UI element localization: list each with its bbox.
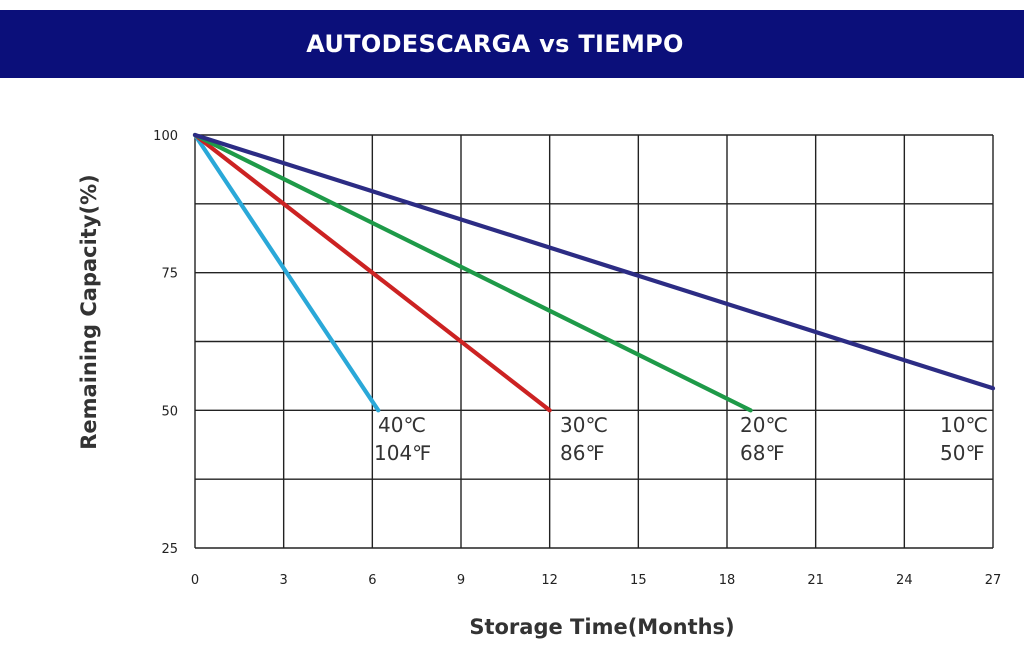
axis-layer: 100 75 50 25 0 3 6 9 12 15 18 21 24 27 Storage Time(Mo… bbox=[77, 129, 1001, 639]
series-label-celsius: 20℃ bbox=[740, 413, 788, 437]
x-tick-label: 0 bbox=[191, 573, 199, 588]
series-line-0 bbox=[192, 132, 381, 413]
series-line-1 bbox=[192, 132, 552, 413]
series-label-fahrenheit: 68℉ bbox=[740, 441, 784, 465]
title-bar: AUTODESCARGA vs TIEMPO bbox=[0, 10, 1024, 78]
x-tick-label: 6 bbox=[368, 573, 376, 588]
x-tick-label: 3 bbox=[280, 573, 288, 588]
x-tick-label: 21 bbox=[807, 573, 824, 588]
x-tick-label: 9 bbox=[457, 573, 465, 588]
series-label-fahrenheit: 104℉ bbox=[374, 441, 431, 465]
series-label-fahrenheit: 50℉ bbox=[940, 441, 984, 465]
series-label-celsius: 40℃ bbox=[378, 413, 426, 437]
x-tick-label: 18 bbox=[719, 573, 736, 588]
series-line-2 bbox=[192, 132, 753, 413]
y-tick-label: 100 bbox=[153, 129, 178, 144]
series-label-celsius: 10℃ bbox=[940, 413, 988, 437]
series-layer bbox=[192, 132, 996, 413]
chart-title: AUTODESCARGA vs TIEMPO bbox=[306, 30, 684, 58]
x-tick-label: 12 bbox=[541, 573, 558, 588]
y-tick-label: 50 bbox=[161, 404, 178, 419]
x-axis-title: Storage Time(Months) bbox=[469, 615, 734, 639]
series-label-celsius: 30℃ bbox=[560, 413, 608, 437]
series-line-3 bbox=[192, 132, 996, 391]
series-label-fahrenheit: 86℉ bbox=[560, 441, 604, 465]
y-tick-label: 75 bbox=[161, 267, 178, 282]
label-layer: 40℃ 104℉ 30℃ 86℉ 20℃ 68℉ 10℃ 50℉ bbox=[374, 413, 988, 465]
x-tick-label: 24 bbox=[896, 573, 913, 588]
grid-layer bbox=[194, 134, 994, 549]
y-axis-title: Remaining Capacity(%) bbox=[77, 174, 101, 450]
y-tick-label: 25 bbox=[161, 542, 178, 557]
x-tick-label: 15 bbox=[630, 573, 647, 588]
x-tick-label: 27 bbox=[985, 573, 1002, 588]
